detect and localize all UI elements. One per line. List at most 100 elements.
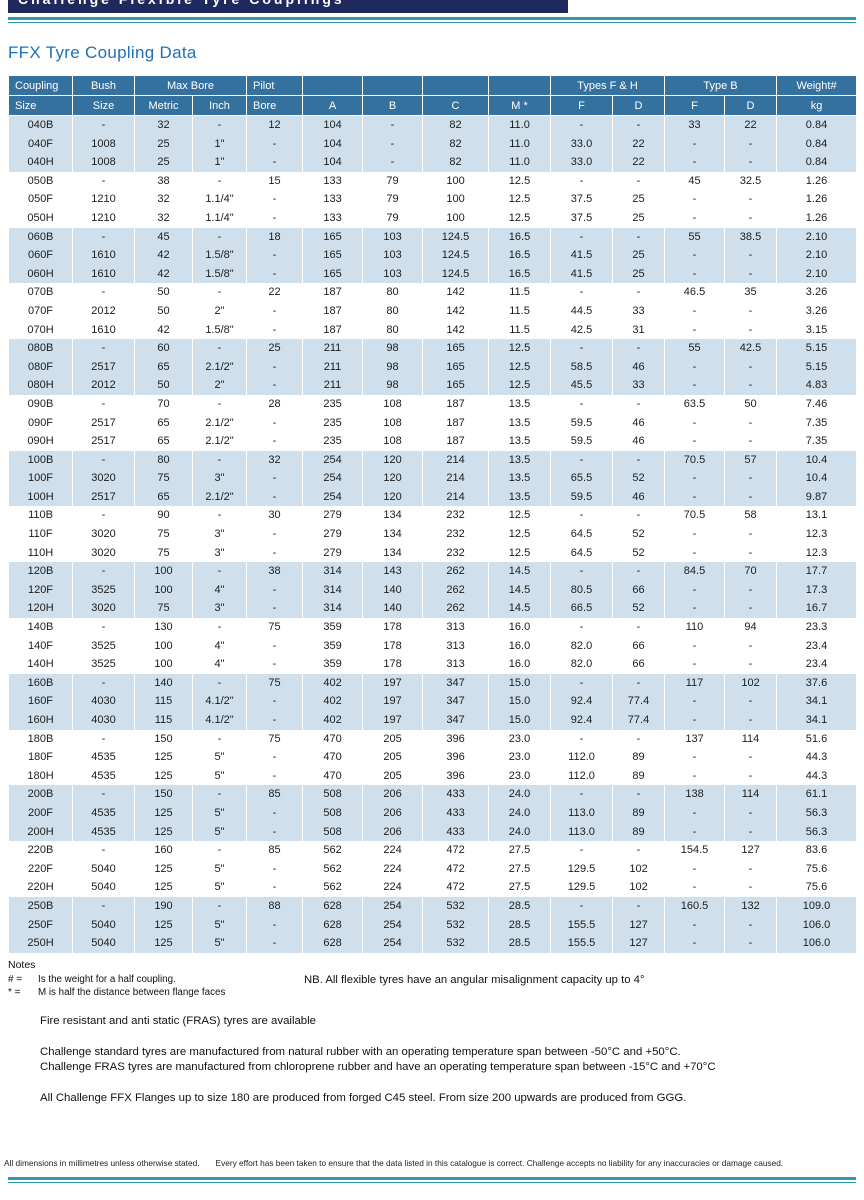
cell: 65 [134, 357, 193, 377]
cell: - [246, 766, 304, 786]
cell: 5040 [72, 934, 135, 953]
cell: - [550, 283, 614, 302]
header-spacer [488, 75, 552, 96]
cell: - [612, 115, 666, 135]
cell: 14.5 [488, 562, 552, 581]
cell: 347 [422, 711, 490, 730]
cell: 359 [302, 618, 364, 637]
cell: 23.3 [776, 618, 858, 637]
cell: 4535 [72, 803, 135, 823]
cell: 562 [302, 841, 364, 860]
cell: 150 [134, 729, 193, 749]
cell: - [550, 115, 614, 135]
table-row: 120F 3525 100 4" -314 140 262 14.5 80.5 66- -17.3 [8, 580, 858, 600]
cell: 224 [362, 859, 424, 879]
cell: 16.5 [488, 264, 552, 284]
cell: - [550, 618, 614, 637]
cell: 37.5 [550, 190, 614, 209]
cell: - [72, 227, 135, 247]
cell: - [550, 562, 614, 581]
table-row: 110H 3020 75 3" -279 134 232 12.5 64.5 52- -12.3 [8, 543, 858, 563]
cell: 44.3 [776, 766, 858, 786]
cell: 22 [246, 283, 304, 302]
cell: - [246, 301, 304, 321]
cell: 89 [612, 748, 666, 767]
cell: - [724, 915, 778, 935]
cell: 220B [8, 841, 73, 860]
cell: 120F [8, 580, 73, 600]
cell: 254 [362, 915, 424, 935]
cell: 42 [134, 246, 193, 265]
cell: 25 [612, 246, 666, 265]
cell: 3020 [72, 543, 135, 563]
cell: 205 [362, 729, 424, 749]
cell: 125 [134, 822, 193, 842]
cell: 5040 [72, 878, 135, 897]
cell: 80.5 [550, 580, 614, 600]
table-row: 070B -50-22 187 80 142 11.5- -46.5 35 3.26 [8, 283, 858, 302]
cell: 98 [362, 357, 424, 377]
cell: 83.6 [776, 841, 858, 860]
cell: 66 [612, 655, 666, 674]
paragraph-fras-tyres: Challenge FRAS tyres are manufactured fr… [40, 1060, 716, 1073]
cell: 1.5/8" [191, 264, 248, 284]
table-row: 060B -45-18 165 103 124.5 16.5- -55 38.5 2.10 [8, 227, 858, 247]
cell: 127 [724, 841, 778, 860]
header-kg: kg [776, 95, 858, 116]
cell: 3.26 [776, 283, 858, 302]
cell: 11.5 [488, 320, 552, 340]
cell: - [246, 878, 304, 897]
cell: 160H [8, 711, 73, 730]
cell: - [724, 822, 778, 842]
cell: 88 [246, 896, 304, 916]
cell: 433 [422, 822, 490, 842]
top-divider-thin-rule [8, 22, 856, 23]
cell: 235 [302, 432, 364, 451]
cell: 180B [8, 729, 73, 749]
cell: - [664, 134, 726, 154]
cell: 120B [8, 562, 73, 581]
cell: 235 [302, 413, 364, 433]
cell: 4.1/2" [191, 692, 248, 711]
cell: 46 [612, 413, 666, 433]
cell: - [362, 115, 424, 135]
cell: 1.5/8" [191, 320, 248, 340]
cell: 197 [362, 711, 424, 730]
cell: - [550, 673, 614, 693]
cell: - [246, 153, 304, 172]
cell: 1.1/4" [191, 190, 248, 209]
cell: - [550, 394, 614, 414]
cell: 124.5 [422, 246, 490, 265]
cell: - [246, 934, 304, 953]
cell: 5" [191, 822, 248, 842]
cell: 92.4 [550, 692, 614, 711]
cell: 134 [362, 506, 424, 526]
header-inch: Inch [191, 95, 248, 116]
cell: 50 [724, 394, 778, 414]
table-row: 090H 2517 65 2.1/2" -235 108 187 13.5 59.5 46- -7.… [8, 432, 858, 451]
cell: 10.4 [776, 450, 858, 470]
cell: 114 [724, 729, 778, 749]
table-row: 160F 4030 115 4.1/2" -402 197 347 15.0 92.4 77.4-… [8, 692, 858, 711]
cell: 2517 [72, 413, 135, 433]
cell: 1610 [72, 264, 135, 284]
table-row: 080F 2517 65 2.1/2" -211 98 165 12.5 58.5 46- -5.1… [8, 357, 858, 377]
header-coupling-size: Size [8, 95, 73, 116]
cell: 165 [422, 357, 490, 377]
cell: 232 [422, 543, 490, 563]
cell: - [72, 450, 135, 470]
cell: 100 [422, 208, 490, 228]
cell: 70.5 [664, 450, 726, 470]
cell: 13.5 [488, 394, 552, 414]
cell: 85 [246, 785, 304, 804]
cell: - [550, 896, 614, 916]
table-row: 200H 4535 125 5" -508 206 433 24.0 113.0 89- -56.3 [8, 822, 858, 842]
cell: 254 [302, 469, 364, 488]
top-header-bar-text: Challenge Flexible Tyre Couplings [18, 0, 345, 7]
cell: 22 [612, 134, 666, 154]
cell: 110 [664, 618, 726, 637]
cell: 125 [134, 859, 193, 879]
cell: 102 [724, 673, 778, 693]
cell: - [246, 543, 304, 563]
cell: 28.5 [488, 934, 552, 953]
